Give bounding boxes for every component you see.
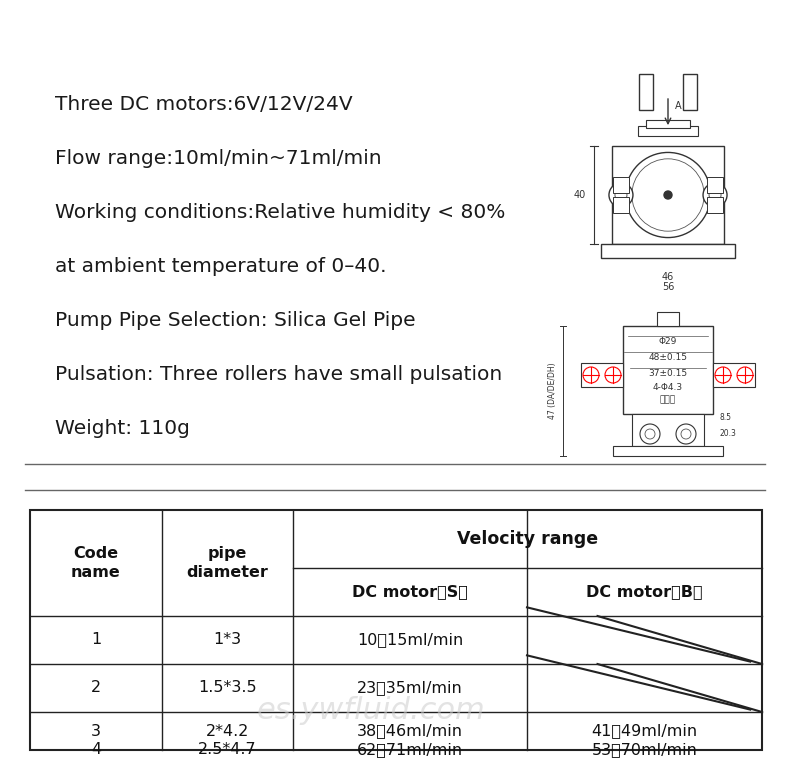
Text: DC motor（B）: DC motor（B） bbox=[586, 584, 703, 600]
Circle shape bbox=[703, 183, 727, 207]
Circle shape bbox=[709, 189, 721, 201]
Text: 8.5: 8.5 bbox=[719, 414, 731, 422]
Bar bbox=[612, 146, 724, 244]
Text: 20.3: 20.3 bbox=[719, 429, 735, 438]
Text: 1*3: 1*3 bbox=[213, 632, 242, 647]
Text: 48±0.15: 48±0.15 bbox=[649, 354, 687, 362]
Text: 47 (DA/DE/DH): 47 (DA/DE/DH) bbox=[548, 362, 557, 419]
Text: Weight: 110g: Weight: 110g bbox=[55, 419, 190, 438]
Text: 10～15ml/min: 10～15ml/min bbox=[357, 632, 463, 647]
Text: 3: 3 bbox=[91, 723, 101, 739]
Bar bbox=[613, 197, 629, 213]
Bar bbox=[707, 177, 723, 193]
Bar bbox=[632, 414, 704, 446]
Bar bbox=[657, 312, 679, 326]
Text: 4: 4 bbox=[91, 743, 101, 757]
Text: 2.5*4.7: 2.5*4.7 bbox=[198, 743, 257, 757]
Bar bbox=[581, 363, 623, 387]
Bar bbox=[623, 326, 713, 414]
Text: 40: 40 bbox=[574, 190, 586, 200]
Circle shape bbox=[715, 367, 731, 383]
Text: pipe
diameter: pipe diameter bbox=[186, 546, 269, 580]
Text: es.ywfluid.com: es.ywfluid.com bbox=[257, 695, 486, 725]
Text: 23～35ml/min: 23～35ml/min bbox=[357, 681, 463, 695]
Text: 46: 46 bbox=[662, 272, 674, 282]
Text: Working conditions:Relative humidity < 80%: Working conditions:Relative humidity < 8… bbox=[55, 203, 506, 222]
Text: A: A bbox=[675, 101, 682, 111]
Bar bbox=[601, 244, 735, 258]
Text: 37±0.15: 37±0.15 bbox=[649, 369, 687, 379]
Text: Φ29: Φ29 bbox=[659, 338, 677, 347]
Bar bbox=[683, 74, 697, 110]
Circle shape bbox=[626, 152, 710, 237]
Text: Code
name: Code name bbox=[71, 546, 121, 580]
Text: 53～70ml/min: 53～70ml/min bbox=[592, 743, 698, 757]
Text: DC motor（S）: DC motor（S） bbox=[352, 584, 468, 600]
Circle shape bbox=[632, 159, 704, 231]
Circle shape bbox=[605, 367, 621, 383]
Circle shape bbox=[676, 424, 696, 444]
Bar bbox=[707, 197, 723, 213]
Text: 用户用: 用户用 bbox=[660, 396, 676, 404]
Bar bbox=[646, 120, 690, 128]
Text: 2*4.2: 2*4.2 bbox=[206, 723, 249, 739]
Bar bbox=[30, 510, 762, 750]
Text: 1.5*3.5: 1.5*3.5 bbox=[198, 681, 257, 695]
Text: 62～71ml/min: 62～71ml/min bbox=[357, 743, 463, 757]
Text: Velocity range: Velocity range bbox=[457, 530, 598, 548]
Circle shape bbox=[737, 367, 753, 383]
Circle shape bbox=[615, 189, 627, 201]
Bar bbox=[639, 74, 653, 110]
Text: 1: 1 bbox=[91, 632, 101, 647]
Text: 56: 56 bbox=[662, 282, 674, 292]
Text: Three DC motors:6V/12V/24V: Three DC motors:6V/12V/24V bbox=[55, 95, 352, 114]
Bar bbox=[613, 446, 723, 456]
Text: Flow range:10ml/min~71ml/min: Flow range:10ml/min~71ml/min bbox=[55, 149, 382, 168]
Circle shape bbox=[664, 191, 672, 199]
Text: 38～46ml/min: 38～46ml/min bbox=[357, 723, 463, 739]
Text: 41～49ml/min: 41～49ml/min bbox=[592, 723, 698, 739]
Bar bbox=[713, 363, 755, 387]
Circle shape bbox=[645, 429, 655, 439]
Text: Pump Pipe Selection: Silica Gel Pipe: Pump Pipe Selection: Silica Gel Pipe bbox=[55, 311, 416, 330]
Text: 4-Φ4.3: 4-Φ4.3 bbox=[653, 383, 683, 393]
Bar bbox=[613, 177, 629, 193]
Text: 2: 2 bbox=[91, 681, 101, 695]
Circle shape bbox=[583, 367, 599, 383]
Circle shape bbox=[681, 429, 691, 439]
Circle shape bbox=[609, 183, 633, 207]
Bar bbox=[638, 126, 698, 136]
Text: Pulsation: Three rollers have small pulsation: Pulsation: Three rollers have small puls… bbox=[55, 365, 502, 384]
Circle shape bbox=[640, 424, 660, 444]
Text: at ambient temperature of 0–40.: at ambient temperature of 0–40. bbox=[55, 257, 386, 276]
